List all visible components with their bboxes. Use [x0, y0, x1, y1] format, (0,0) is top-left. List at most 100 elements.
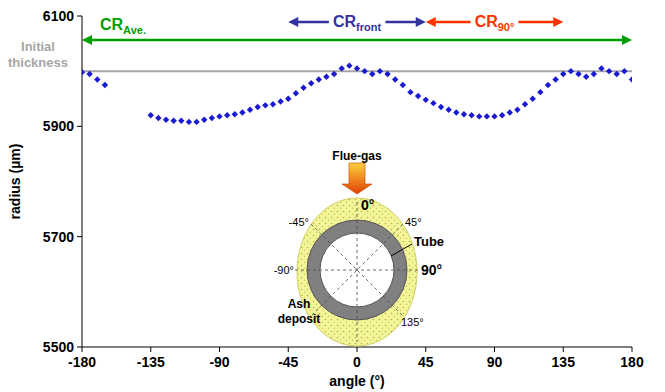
point — [186, 119, 192, 125]
range-line — [88, 39, 626, 42]
x-tick — [632, 347, 633, 352]
point — [484, 113, 490, 119]
point — [209, 115, 215, 121]
range-label-main: CR — [333, 13, 357, 30]
point — [193, 119, 199, 125]
arrow-head — [288, 17, 298, 27]
label-patch — [329, 13, 385, 33]
point — [392, 76, 398, 82]
point — [476, 113, 482, 119]
point — [522, 101, 528, 107]
angle-guide — [295, 270, 419, 271]
y-tick — [77, 347, 82, 348]
point — [239, 109, 245, 115]
point — [300, 85, 306, 91]
point — [94, 76, 100, 82]
range-label-sub: 90° — [498, 21, 515, 33]
point — [232, 111, 238, 117]
y-tick — [77, 16, 82, 17]
point — [514, 107, 520, 113]
x-tick — [150, 347, 151, 352]
x-tick-label: -135 — [137, 354, 165, 370]
reference-label-line: thickness — [8, 55, 68, 70]
chart: 5500570059006100-180-135-90-450459013518… — [0, 0, 665, 392]
angle-label: 45° — [405, 216, 422, 228]
point — [621, 68, 627, 74]
x-tick — [357, 347, 358, 352]
point — [361, 68, 367, 74]
x-tick-label: 90 — [487, 354, 503, 370]
x-tick — [425, 347, 426, 352]
angle-label: -45° — [289, 216, 309, 228]
x-tick-label: -180 — [68, 354, 96, 370]
point — [377, 68, 383, 74]
range-arrow: CR90° — [426, 13, 564, 33]
point — [560, 71, 566, 77]
point — [346, 62, 352, 68]
arrow-head — [416, 17, 426, 27]
y-tick-label: 6100 — [43, 8, 74, 24]
point — [82, 69, 85, 75]
arrow-head — [553, 17, 563, 27]
range-label-sub: Ave. — [123, 24, 146, 36]
point — [491, 113, 497, 119]
point — [170, 118, 176, 124]
y-tick — [77, 236, 82, 237]
range-label-main: CR — [475, 13, 499, 30]
point — [148, 112, 154, 118]
point — [606, 68, 612, 74]
y-tick-label: 5700 — [43, 229, 74, 245]
point — [407, 89, 413, 95]
point — [614, 71, 620, 77]
point — [583, 73, 589, 79]
point — [629, 76, 632, 82]
point — [461, 111, 467, 117]
point — [331, 71, 337, 77]
point — [568, 68, 574, 74]
y-axis-title: radius (µm) — [7, 144, 23, 220]
arrow-head — [426, 17, 436, 27]
point — [339, 65, 345, 71]
x-tick-label: 45 — [418, 354, 434, 370]
range-label: CR90° — [475, 13, 515, 33]
point — [254, 104, 260, 110]
x-tick-label: 0 — [353, 354, 361, 370]
deposit-label-line: Ash — [288, 297, 311, 311]
point — [247, 107, 253, 113]
point — [354, 65, 360, 71]
point — [445, 107, 451, 113]
points — [82, 62, 632, 125]
x-tick-label: -45 — [278, 354, 298, 370]
point — [430, 100, 436, 106]
point — [415, 93, 421, 99]
range-label: CRAve. — [100, 16, 146, 36]
angle-guide — [357, 202, 358, 342]
y-axis — [82, 16, 83, 347]
point — [575, 71, 581, 77]
point — [323, 73, 329, 79]
point — [537, 89, 543, 95]
tube-diagram: Flue-gasTubeAshdeposit0°45°-45°-90°90°13… — [274, 149, 444, 346]
range-label: CRfront — [333, 13, 381, 33]
arrow-head — [82, 35, 92, 45]
point — [529, 96, 535, 102]
angle-guide — [311, 224, 403, 316]
point — [598, 65, 604, 71]
point — [155, 115, 161, 121]
point — [453, 109, 459, 115]
x-tick — [82, 347, 83, 352]
y-tick-label: 5500 — [43, 339, 74, 355]
point — [384, 71, 390, 77]
label-patch — [471, 13, 519, 33]
arrow-head — [622, 35, 632, 45]
x-tick-label: 180 — [620, 354, 644, 370]
range-arrow: CRfront — [288, 13, 426, 33]
point — [369, 71, 375, 77]
point — [316, 76, 322, 82]
point — [308, 80, 314, 86]
point — [270, 101, 276, 107]
deposit-label: Ashdeposit — [278, 297, 321, 326]
angle-guide — [311, 224, 403, 316]
point — [400, 82, 406, 88]
tube-label: Tube — [414, 234, 444, 249]
